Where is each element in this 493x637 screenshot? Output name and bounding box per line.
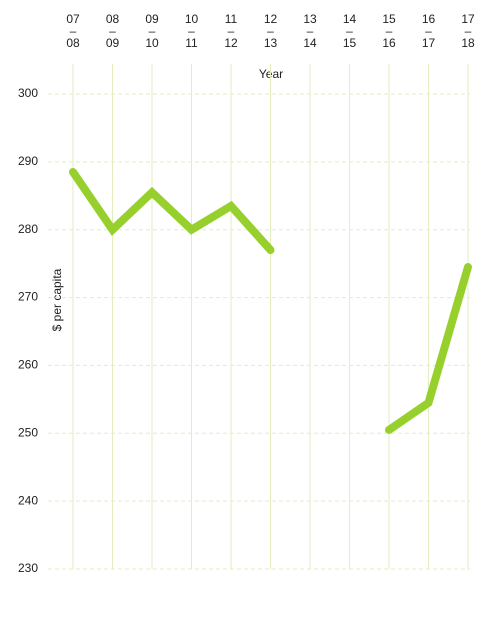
y-tick-label: 270 xyxy=(18,290,38,304)
y-tick-label: 290 xyxy=(18,154,38,168)
line-segment xyxy=(385,263,472,434)
x-tick-label: 17–18 xyxy=(461,12,475,50)
y-axis-title: $ per capita xyxy=(50,268,64,331)
y-tick-label: 230 xyxy=(18,561,38,575)
x-tick-label: 13–14 xyxy=(303,12,317,50)
x-tick-label: 14–15 xyxy=(343,12,357,50)
x-tick-label: 10–11 xyxy=(185,12,199,50)
x-tick-label: 11–12 xyxy=(224,12,238,50)
x-tick-label: 09–10 xyxy=(145,12,159,50)
line-segment xyxy=(69,168,275,255)
y-tick-label: 250 xyxy=(18,425,38,439)
y-tick-label: 280 xyxy=(18,222,38,236)
x-tick-label: 08–09 xyxy=(106,12,120,50)
x-tick-label: 07–08 xyxy=(66,12,80,50)
x-tick-label: 15–16 xyxy=(382,12,396,50)
x-tick-label: 12–13 xyxy=(264,12,278,50)
y-tick-label: 260 xyxy=(18,358,38,372)
x-tick-label: 16–17 xyxy=(422,12,436,50)
y-tick-label: 240 xyxy=(18,493,38,507)
y-tick-label: 300 xyxy=(18,86,38,100)
